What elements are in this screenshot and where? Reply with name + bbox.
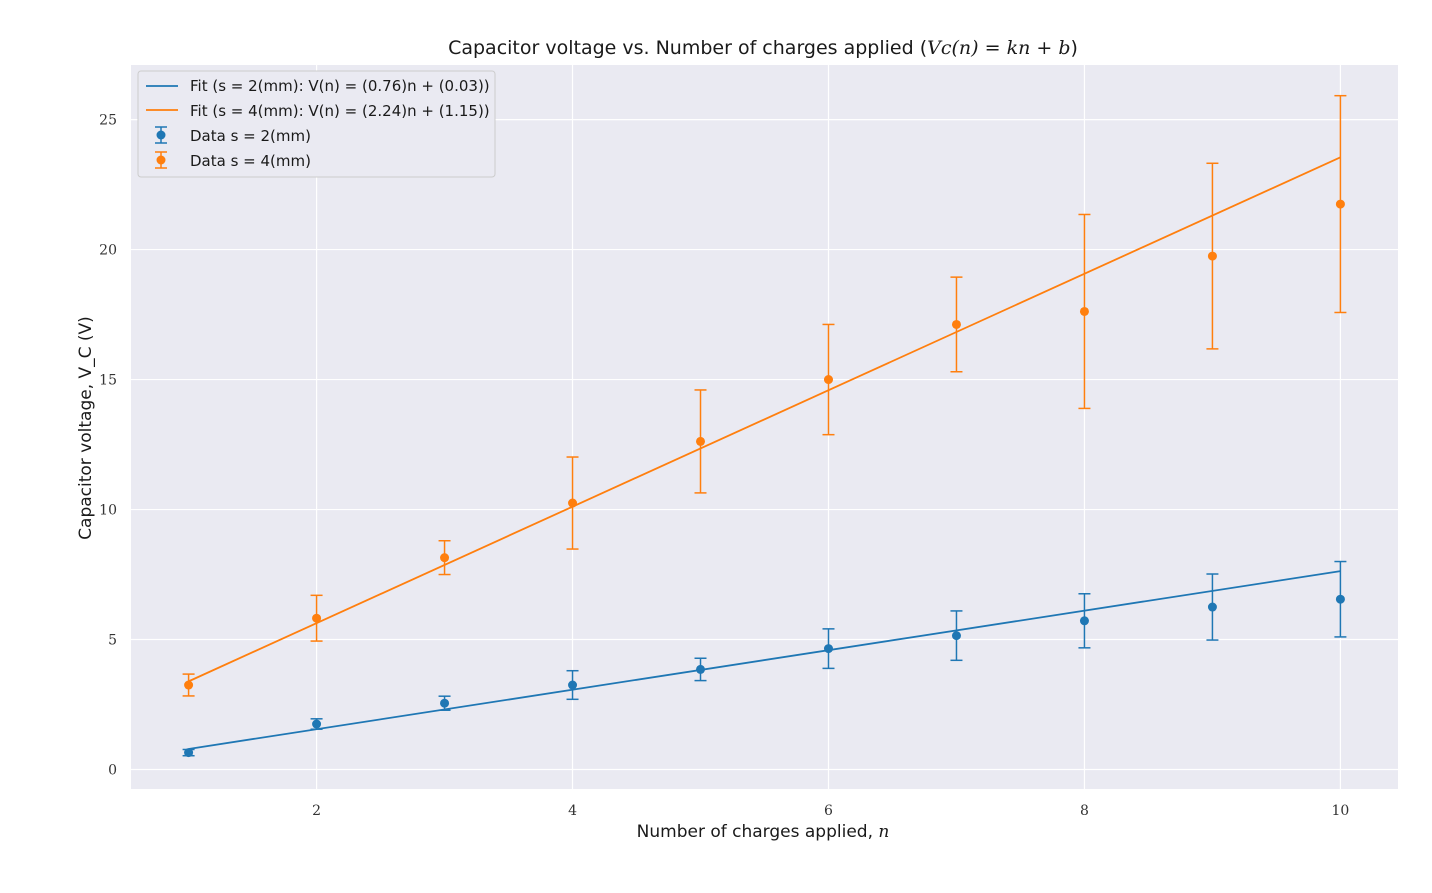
data-point: [312, 719, 322, 729]
chart-title: Capacitor voltage vs. Number of charges …: [448, 37, 1078, 59]
x-tick-label: 8: [1080, 803, 1089, 819]
fit-lines: [188, 156, 1341, 750]
data-point: [1079, 306, 1089, 316]
y-axis-label: Capacitor voltage, V_C (V): [76, 316, 96, 540]
data-point: [696, 664, 706, 674]
y-tick-label: 15: [99, 373, 117, 389]
legend-box: [137, 70, 496, 178]
data-point: [951, 319, 961, 329]
y-tick-label: 5: [108, 633, 117, 649]
plot-area: [131, 65, 1398, 789]
data-points: [184, 199, 1345, 758]
y-tick-label: 25: [99, 113, 117, 129]
legend-marker-data-s2: [155, 126, 167, 144]
data-point: [184, 680, 194, 690]
data-point: [823, 644, 833, 654]
data-point: [184, 748, 194, 758]
legend: Fit (s = 2(mm): V(n) = (0.76)n + (0.03))…: [137, 70, 496, 178]
x-tick-label: 2: [312, 803, 321, 819]
data-point: [951, 631, 961, 641]
data-point: [312, 613, 322, 623]
legend-label-data-s2: Data s = 2(mm): [190, 127, 311, 145]
fit-line: [188, 156, 1341, 683]
y-tick-label: 10: [99, 503, 117, 519]
data-point: [1207, 602, 1217, 612]
x-tick-label: 10: [1331, 803, 1349, 819]
data-point: [1335, 199, 1345, 209]
legend-label-fit-s4: Fit (s = 4(mm): V(n) = (2.24)n + (1.15)): [190, 102, 490, 120]
data-point: [568, 498, 578, 508]
fit-line: [188, 570, 1341, 750]
legend-label-data-s4: Data s = 4(mm): [190, 152, 311, 170]
y-tick-label: 20: [99, 243, 117, 259]
legend-label-fit-s2: Fit (s = 2(mm): V(n) = (0.76)n + (0.03)): [190, 77, 490, 95]
y-tick-label: 0: [108, 763, 117, 779]
data-point: [440, 553, 450, 563]
data-point: [440, 698, 450, 708]
error-bars: [182, 94, 1347, 757]
tick-labels: 2 4 6 8 10 0 5 10 15 20 25: [99, 113, 1349, 819]
data-point: [568, 680, 578, 690]
legend-marker-data-s4: [155, 151, 167, 169]
legend-point: [156, 155, 166, 165]
data-point: [1335, 594, 1345, 604]
data-point: [1207, 251, 1217, 261]
x-axis-label: Number of charges applied, n: [637, 822, 890, 842]
x-tick-label: 4: [568, 803, 577, 819]
data-point: [1079, 616, 1089, 626]
x-tick-label: 6: [824, 803, 833, 819]
legend-point: [156, 130, 166, 140]
data-point: [823, 375, 833, 385]
data-point: [696, 436, 706, 446]
